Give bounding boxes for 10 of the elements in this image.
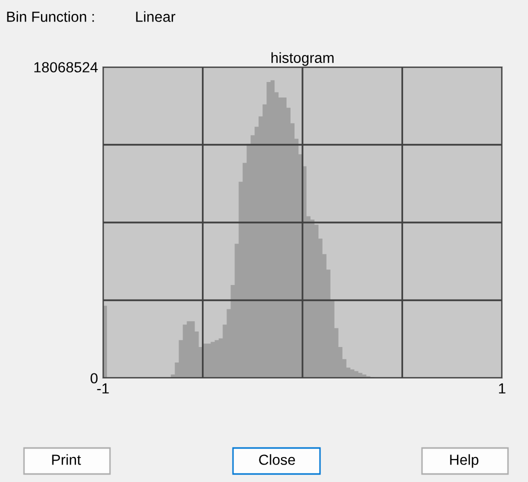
x-tick-label: -1 bbox=[97, 383, 109, 394]
text: Linear bbox=[136, 11, 176, 22]
x-tick-label: 1 bbox=[499, 383, 506, 394]
chart-title: histogram bbox=[272, 52, 334, 66]
y-tick-label: 0 bbox=[90, 373, 98, 384]
text: Print bbox=[52, 454, 81, 465]
text: Bin Function : bbox=[7, 11, 94, 22]
text: Close bbox=[259, 454, 295, 465]
y-tick-label: 18068524 bbox=[34, 62, 98, 72]
text: Help bbox=[450, 454, 478, 468]
